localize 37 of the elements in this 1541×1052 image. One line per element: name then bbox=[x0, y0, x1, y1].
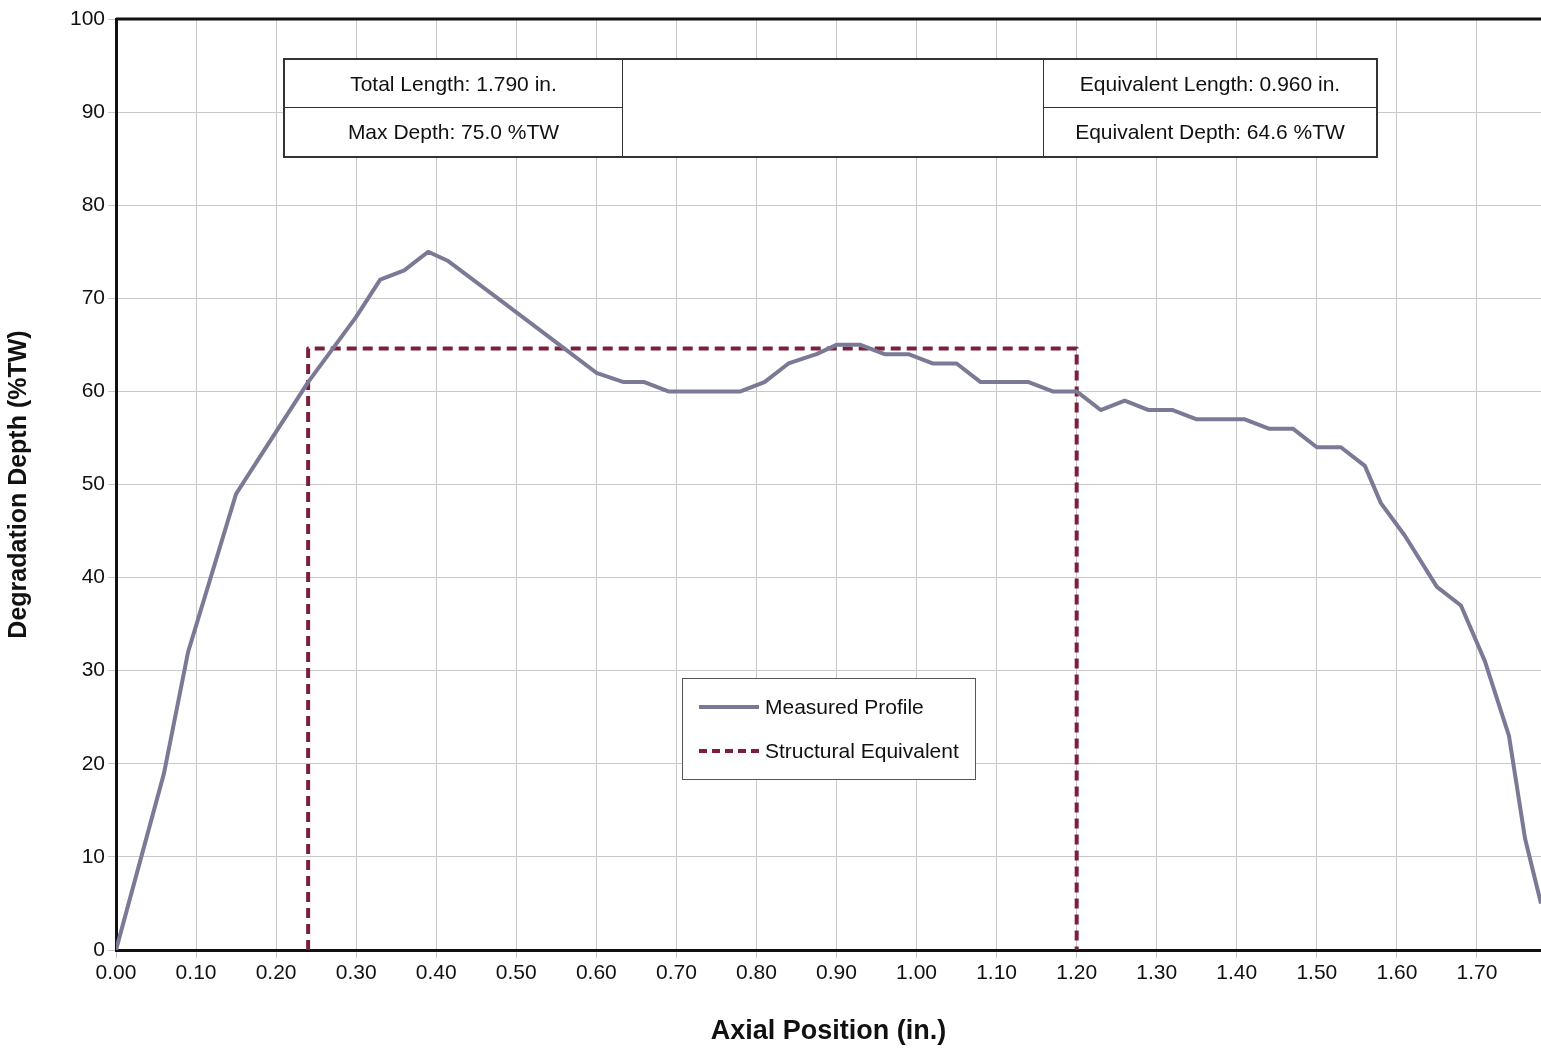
x-tick-label: 1.10 bbox=[976, 960, 1018, 984]
legend-label: Structural Equivalent bbox=[765, 739, 959, 763]
x-tick-label: 0.10 bbox=[175, 960, 217, 984]
x-tick-label: 0.30 bbox=[335, 960, 377, 984]
x-tick-label: 0.70 bbox=[655, 960, 697, 984]
annotation: Equivalent Length: 0.960 in. bbox=[1044, 60, 1376, 108]
x-tick-label: 1.60 bbox=[1376, 960, 1418, 984]
x-tick-label: 1.30 bbox=[1136, 960, 1178, 984]
annotation: Total Length: 1.790 in. bbox=[285, 60, 623, 108]
y-axis-title: Degradation Depth (%TW) bbox=[2, 330, 31, 639]
x-tick-label: 0.90 bbox=[816, 960, 857, 984]
y-tick-label: 30 bbox=[81, 657, 105, 681]
x-tick-label: 1.40 bbox=[1216, 960, 1258, 984]
annotation: Equivalent Depth: 64.6 %TW bbox=[1074, 119, 1346, 145]
y-tick-label: 80 bbox=[81, 192, 105, 215]
y-tick-label: 50 bbox=[81, 471, 105, 495]
y-tick-label: 60 bbox=[81, 378, 105, 402]
x-tick-label: 0.60 bbox=[575, 960, 617, 984]
x-tick-label: 1.50 bbox=[1296, 960, 1338, 984]
y-tick-label: 100 bbox=[69, 5, 105, 29]
y-tick-label: 10 bbox=[81, 843, 105, 867]
x-tick-label: 0.50 bbox=[495, 960, 537, 984]
y-tick-label: 70 bbox=[81, 285, 105, 309]
x-tick-label: 0.40 bbox=[415, 960, 457, 984]
x-tick-label: 1.20 bbox=[1056, 960, 1098, 984]
x-tick-label: 0.80 bbox=[736, 960, 777, 984]
y-tick-label: 20 bbox=[81, 750, 105, 774]
x-tick-label: 0.00 bbox=[95, 960, 137, 984]
x-tick-label: 1.70 bbox=[1456, 960, 1498, 984]
y-tick-label: 90 bbox=[81, 98, 105, 122]
y-tick-label: 40 bbox=[81, 564, 105, 588]
legend-label: Measured Profile bbox=[765, 695, 924, 719]
x-axis-title: Axial Position (in.) bbox=[710, 1015, 947, 1046]
x-tick-label: 1.00 bbox=[896, 960, 937, 984]
x-tick-label: 0.20 bbox=[255, 960, 297, 984]
annotation: Max Depth: 75.0 %TW bbox=[285, 108, 623, 156]
y-tick-label: 0 bbox=[93, 936, 105, 960]
